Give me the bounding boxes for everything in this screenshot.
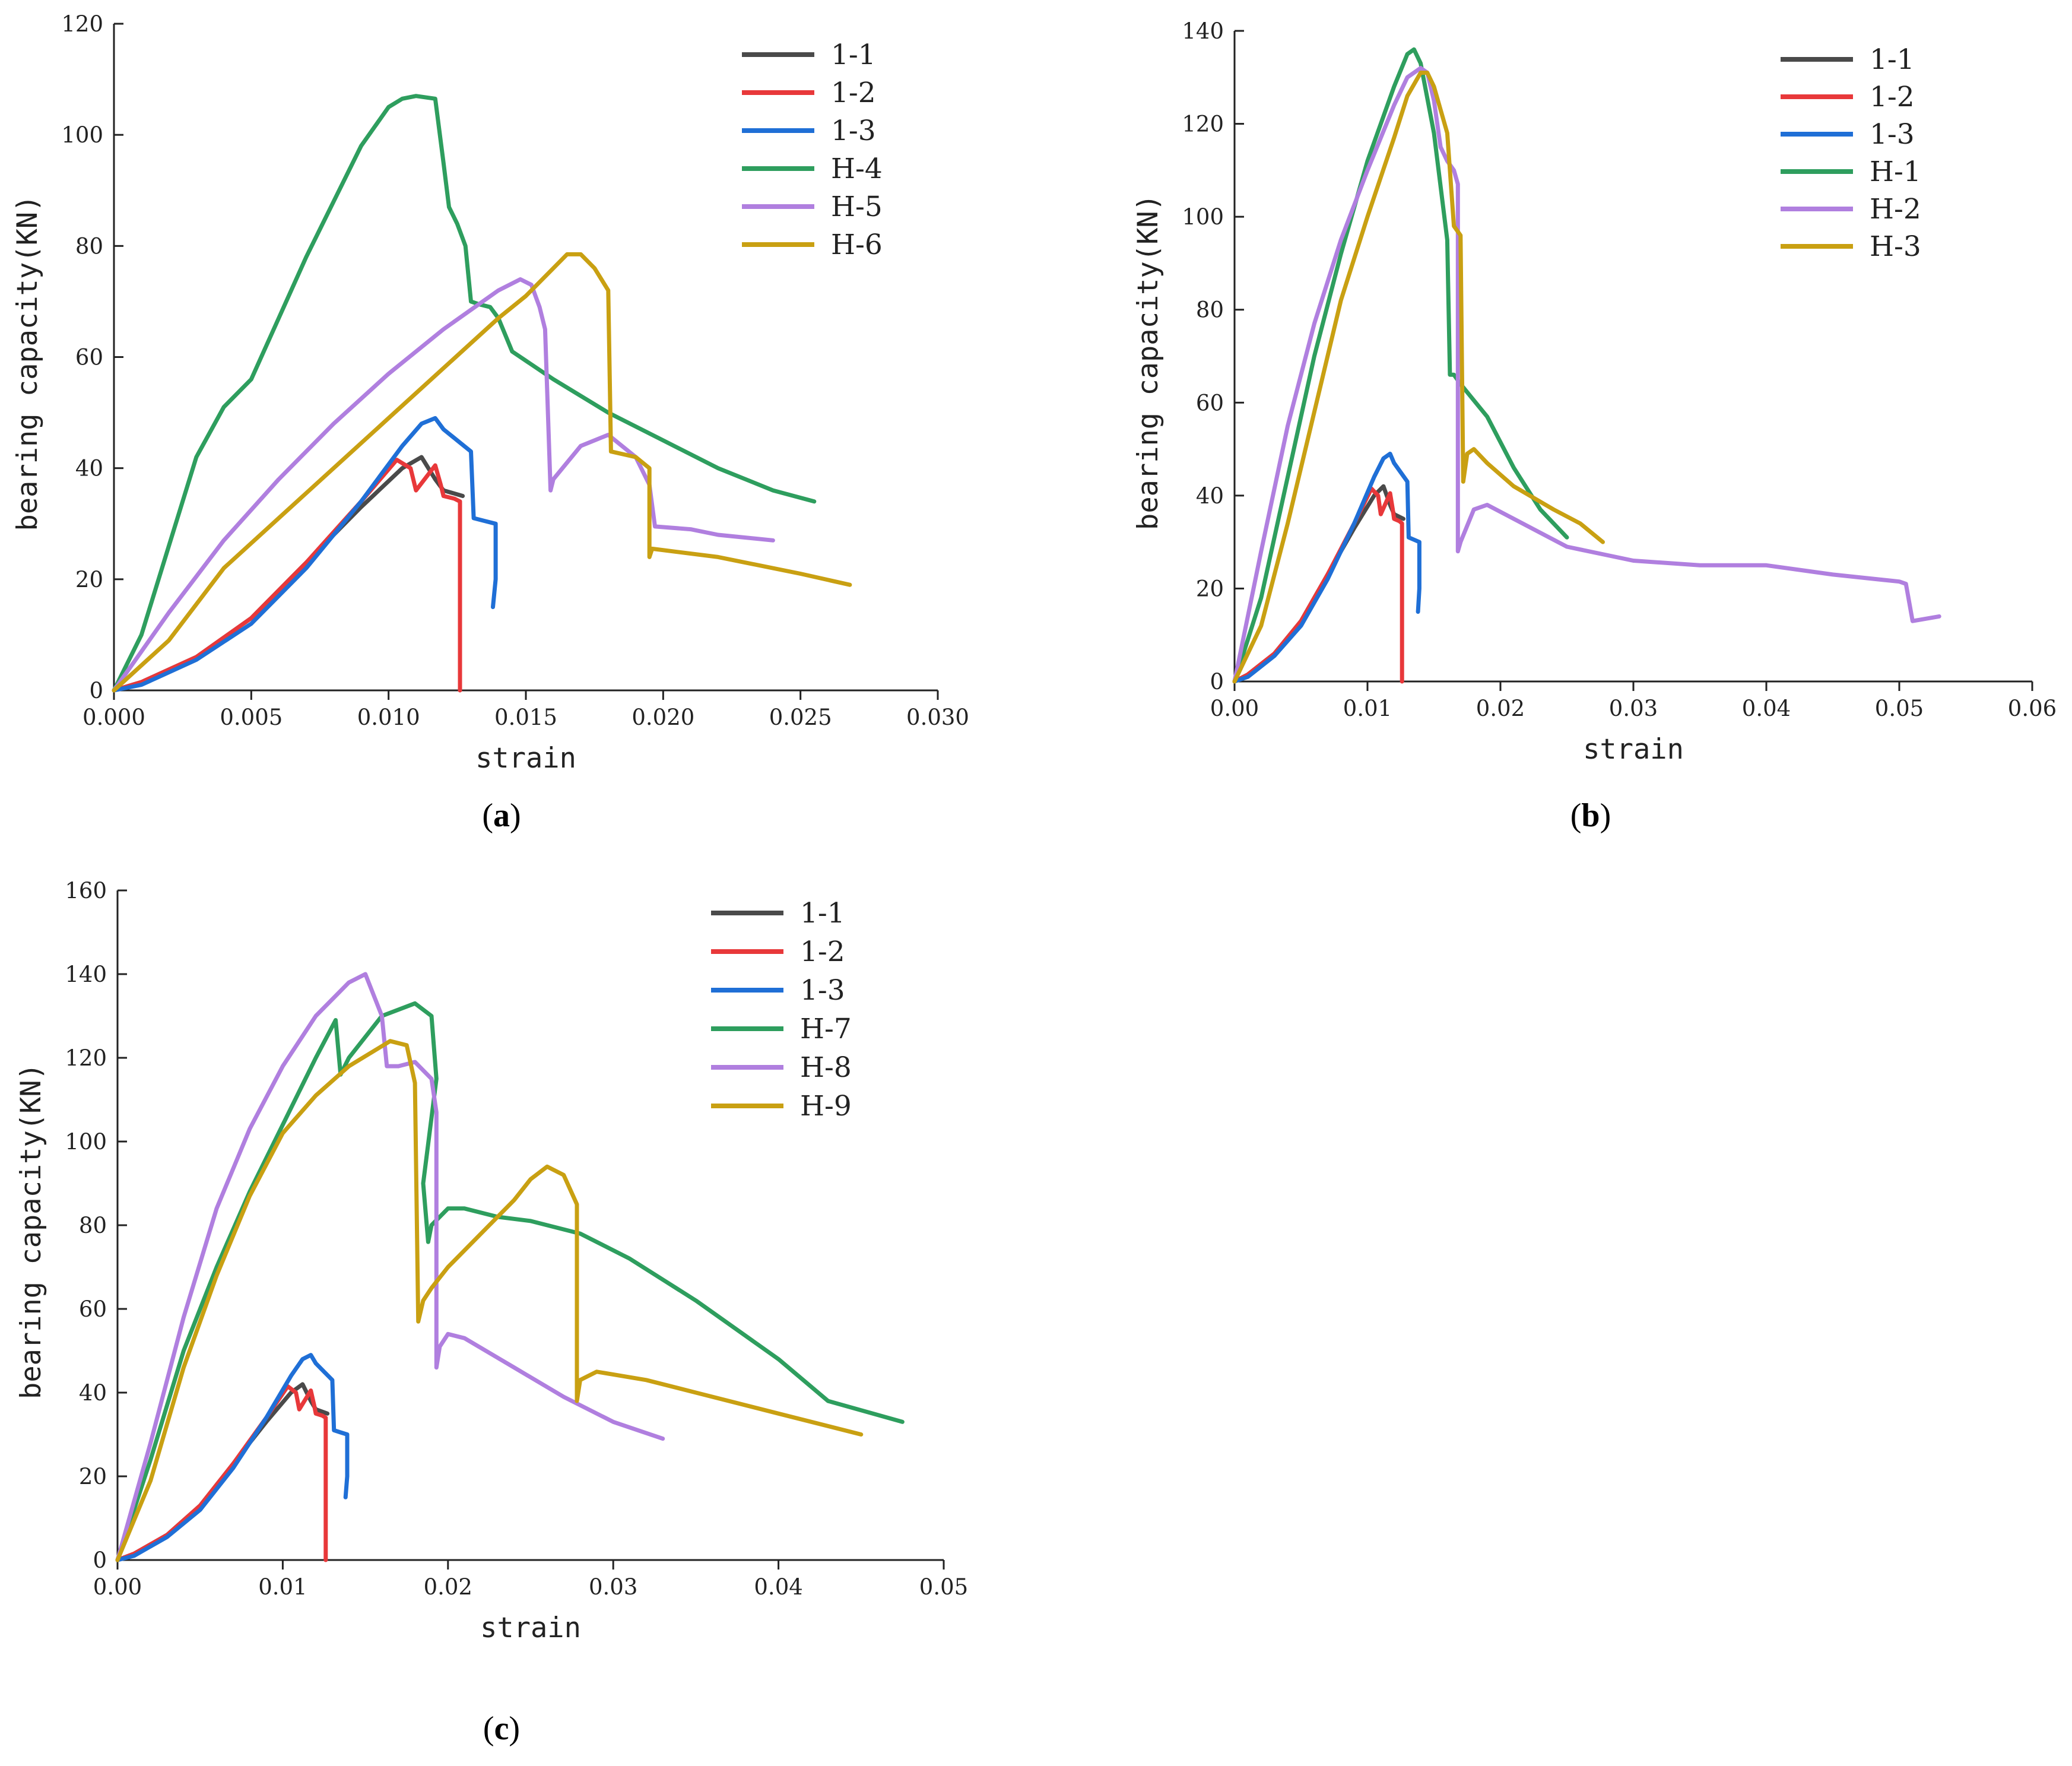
series-line-H-1 bbox=[1232, 47, 1569, 684]
panel-letter: c bbox=[494, 1710, 509, 1747]
series-line-1-1 bbox=[1232, 484, 1405, 684]
legend-label-1-2: 1-2 bbox=[831, 77, 876, 109]
y-tick-label: 40 bbox=[1196, 483, 1224, 509]
panel-b: 0 20 40 60 80 100 120 140 0.00 0.01 0.02 0.03 0.04 0.… bbox=[1132, 18, 2057, 834]
x-tick-label: 0.01 bbox=[1343, 696, 1392, 721]
legend-label-1-1: 1-1 bbox=[831, 39, 876, 71]
x-tick-label: 0.010 bbox=[357, 705, 420, 730]
x-tick-label: 0.02 bbox=[1476, 696, 1525, 721]
y-tick-label: 40 bbox=[75, 456, 103, 481]
series-line-H-3 bbox=[1232, 71, 1605, 684]
y-axis-title: bearing capacity(KN) bbox=[15, 1063, 47, 1399]
y-tick-label: 20 bbox=[1196, 576, 1224, 601]
y-tick-label: 100 bbox=[61, 122, 103, 148]
series-line-1-1 bbox=[112, 455, 465, 693]
legend-label-1-1: 1-1 bbox=[1870, 43, 1915, 76]
x-tick-label: 0.005 bbox=[220, 705, 283, 730]
legend-label-1-3: 1-3 bbox=[1870, 118, 1915, 151]
legend-label-H-4: H-4 bbox=[831, 153, 883, 185]
panel-label: (b) bbox=[1570, 797, 1611, 834]
legend-label-1-2: 1-2 bbox=[1870, 81, 1915, 113]
y-tick-label: 120 bbox=[1182, 112, 1224, 137]
x-axis-title: strain bbox=[1583, 733, 1684, 766]
y-tick-label: 40 bbox=[79, 1380, 107, 1406]
panel-label: (c) bbox=[483, 1710, 520, 1747]
x-tick-label: 0.000 bbox=[83, 705, 145, 730]
series-line-H-8 bbox=[115, 972, 665, 1562]
x-tick-label: 0.04 bbox=[754, 1574, 802, 1600]
legend-label-H-5: H-5 bbox=[831, 191, 883, 223]
y-tick-label: 60 bbox=[1196, 390, 1224, 416]
series-line-H-2 bbox=[1232, 66, 1941, 684]
series-line-1-3 bbox=[112, 416, 498, 693]
series-line-H-6 bbox=[112, 252, 852, 693]
y-tick-label: 80 bbox=[75, 233, 103, 259]
y-tick-label: 160 bbox=[65, 878, 107, 903]
y-tick-label: 100 bbox=[65, 1129, 107, 1155]
y-tick-label: 80 bbox=[79, 1213, 107, 1238]
y-axis-title: bearing capacity(KN) bbox=[11, 195, 44, 531]
y-tick-label: 0 bbox=[1210, 669, 1224, 695]
y-tick-label: 20 bbox=[75, 567, 103, 592]
y-tick-label: 100 bbox=[1182, 204, 1224, 230]
legend-label-1-3: 1-3 bbox=[831, 115, 876, 147]
series-line-H-7 bbox=[115, 1001, 905, 1562]
panel-a: 0 20 40 60 80 100 120 0.000 0.005 0.010 0.015 0.020… bbox=[11, 11, 969, 834]
panel-c: 0 20 40 60 80 100 120 140 160 0.00 0.01 0.02 0.03 0.0… bbox=[15, 878, 968, 1747]
panel-letter: b bbox=[1581, 797, 1600, 834]
x-tick-label: 0.02 bbox=[424, 1574, 472, 1600]
legend-label-H-9: H-9 bbox=[800, 1090, 852, 1123]
y-tick-label: 0 bbox=[89, 678, 103, 703]
series-line-1-2 bbox=[115, 1384, 328, 1562]
x-tick-label: 0.03 bbox=[589, 1574, 637, 1600]
x-tick-label: 0.00 bbox=[93, 1574, 142, 1600]
y-tick-label: 80 bbox=[1196, 297, 1224, 323]
x-tick-label: 0.025 bbox=[769, 705, 832, 730]
legend-label-1-3: 1-3 bbox=[800, 974, 845, 1007]
y-tick-label: 0 bbox=[93, 1548, 107, 1573]
x-axis-title: strain bbox=[480, 1612, 581, 1644]
series-line-H-4 bbox=[112, 94, 817, 693]
y-tick-label: 20 bbox=[79, 1464, 107, 1489]
legend-label-H-6: H-6 bbox=[831, 229, 883, 261]
series-line-H-9 bbox=[115, 1039, 864, 1562]
y-tick-label: 120 bbox=[61, 11, 103, 37]
x-tick-label: 0.01 bbox=[258, 1574, 307, 1600]
y-tick-label: 60 bbox=[79, 1296, 107, 1322]
series-line-H-5 bbox=[112, 277, 775, 693]
x-tick-label: 0.020 bbox=[632, 705, 694, 730]
legend-label-H-8: H-8 bbox=[800, 1051, 852, 1084]
x-tick-label: 0.06 bbox=[2008, 696, 2057, 721]
series-line-1-2 bbox=[1232, 486, 1404, 684]
legend-label-H-1: H-1 bbox=[1870, 156, 1921, 188]
x-tick-label: 0.03 bbox=[1609, 696, 1658, 721]
y-tick-label: 140 bbox=[65, 962, 107, 987]
x-axis-title: strain bbox=[475, 742, 576, 775]
panel-letter: a bbox=[493, 797, 510, 834]
x-tick-label: 0.00 bbox=[1210, 696, 1259, 721]
legend-label-H-2: H-2 bbox=[1870, 193, 1921, 226]
x-tick-label: 0.05 bbox=[1875, 696, 1924, 721]
series-line-1-3 bbox=[1232, 451, 1421, 684]
legend-label-H-3: H-3 bbox=[1870, 230, 1921, 263]
legend-label-1-2: 1-2 bbox=[800, 936, 845, 968]
series-line-1-1 bbox=[115, 1382, 330, 1562]
x-tick-label: 0.04 bbox=[1742, 696, 1791, 721]
x-tick-label: 0.030 bbox=[906, 705, 969, 730]
legend-label-H-7: H-7 bbox=[800, 1013, 852, 1045]
panel-label: (a) bbox=[482, 797, 521, 834]
x-tick-label: 0.015 bbox=[494, 705, 557, 730]
y-tick-label: 120 bbox=[65, 1045, 107, 1071]
y-tick-label: 140 bbox=[1182, 18, 1224, 44]
y-tick-label: 60 bbox=[75, 345, 103, 370]
series-line-1-3 bbox=[115, 1353, 350, 1562]
y-axis-title: bearing capacity(KN) bbox=[1132, 194, 1164, 530]
legend-label-1-1: 1-1 bbox=[800, 897, 845, 930]
x-tick-label: 0.05 bbox=[919, 1574, 968, 1600]
series-line-1-2 bbox=[112, 458, 462, 693]
